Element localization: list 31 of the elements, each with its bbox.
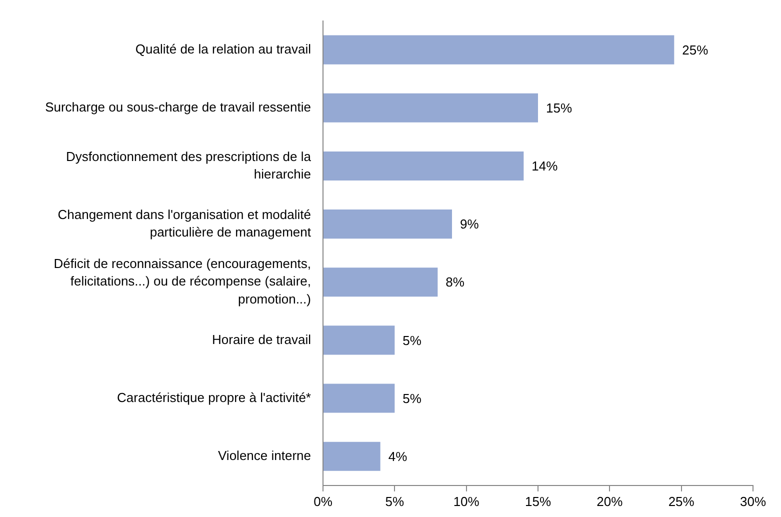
data-label: 15% (546, 100, 572, 116)
bar (324, 35, 674, 64)
y-tick-label: Caractéristique propre à l'activité* (117, 390, 311, 405)
bar (324, 326, 395, 355)
bar (324, 384, 395, 413)
bar (324, 151, 524, 180)
data-label: 5% (402, 332, 422, 348)
bar (324, 210, 452, 239)
x-tick-label: 15% (524, 494, 552, 509)
x-tick-label: 25% (668, 494, 695, 509)
x-tick-label: 10% (453, 494, 480, 509)
data-label: 5% (402, 390, 422, 406)
data-label: 14% (532, 158, 558, 174)
x-tick-label: 20% (596, 494, 624, 509)
y-tick-label: Surcharge ou sous-charge de travail ressentie (45, 99, 311, 114)
data-label: 25% (682, 42, 709, 58)
data-label: 4% (388, 448, 408, 464)
y-tick-label: Déficit de reconnaissance (encouragements, felicitations...) ou de récompense (salaire, promotion...) (54, 256, 311, 306)
x-tick-label: 0% (314, 494, 333, 509)
bar (324, 442, 380, 471)
y-tick-label: Qualité de la relation au travail (135, 41, 312, 56)
y-tick-label: Horaire de travail (212, 332, 312, 347)
data-label: 8% (446, 274, 465, 290)
y-tick-label: Violence interne (218, 448, 311, 463)
y-tick-label: Dysfonctionnement des prescriptions de la hierarchie (66, 148, 312, 182)
bar (324, 93, 538, 122)
y-tick-label: Changement dans l'organisation et modalité particulière de management (58, 206, 312, 240)
data-label: 9% (460, 216, 480, 232)
bar (324, 268, 438, 297)
x-tick-label: 30% (740, 494, 766, 509)
x-tick-label: 5% (385, 494, 404, 509)
